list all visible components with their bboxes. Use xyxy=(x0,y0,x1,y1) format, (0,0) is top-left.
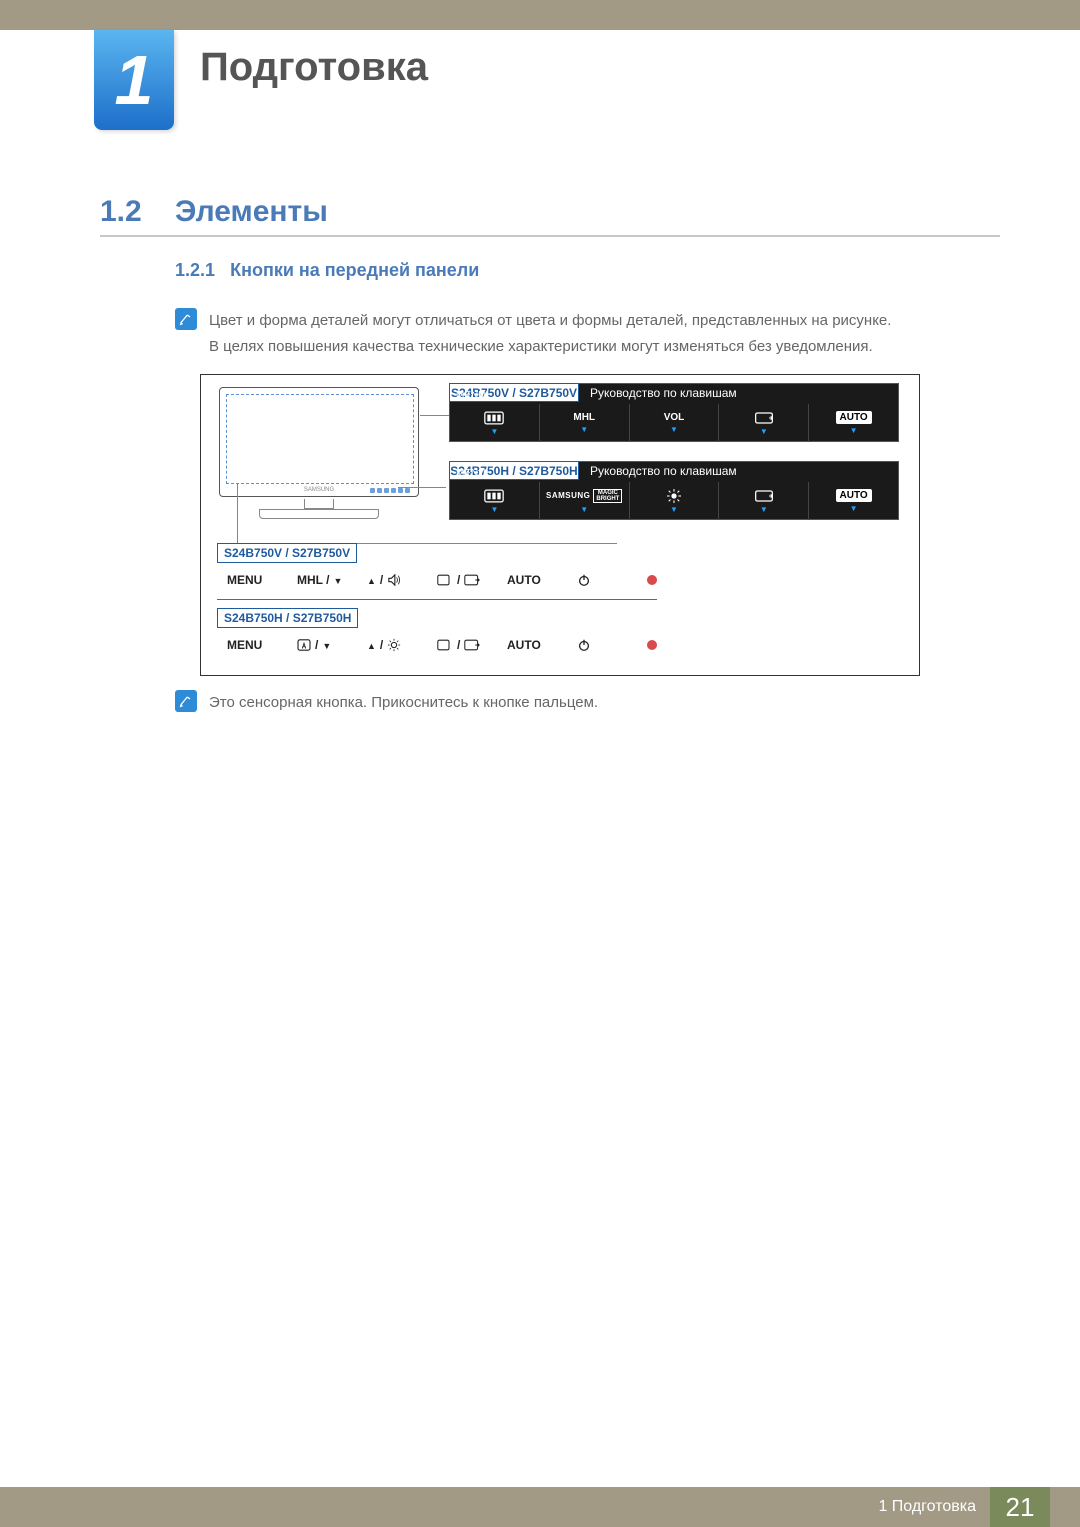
section-number: 1.2 xyxy=(100,195,142,229)
osd-panel-h: S24B750H / S27B750H Руководство по клави… xyxy=(449,461,899,520)
osd-cell-auto: AUTO ▼ xyxy=(809,404,898,442)
btn-led xyxy=(647,575,697,585)
bright-label: BRIGHT xyxy=(596,496,619,502)
section-title: Элементы xyxy=(175,195,328,229)
chapter-badge: 1 xyxy=(94,30,174,130)
note-line-1: Цвет и форма деталей могут отличаться от… xyxy=(209,308,891,334)
osd-guide-label: Руководство по клавишам xyxy=(590,464,737,478)
note-text: Цвет и форма деталей могут отличаться от… xyxy=(209,308,891,359)
btn-up-bright: / xyxy=(367,638,417,652)
osd-cell-source: ▼ xyxy=(719,482,809,520)
button-row-h: MENU / / / AUTO xyxy=(217,634,657,656)
monitor-screen: SAMSUNG xyxy=(219,387,419,497)
divider xyxy=(217,599,657,600)
btn-auto: AUTO xyxy=(507,573,557,587)
monitor-stand xyxy=(259,499,379,521)
monitor-buttons xyxy=(370,488,410,493)
monitor-illustration: SAMSUNG xyxy=(219,387,419,527)
osd-cell-menu: MENU ▼ xyxy=(450,404,540,442)
monitor-logo: SAMSUNG xyxy=(304,487,334,493)
note-2: Это сенсорная кнопка. Прикоснитесь к кно… xyxy=(175,690,1000,716)
section-underline xyxy=(100,235,1000,237)
samsung-label: SAMSUNG xyxy=(546,492,590,500)
monitor-inner xyxy=(226,394,414,484)
chapter-number: 1 xyxy=(115,40,154,120)
btn-menu: MENU xyxy=(227,573,277,587)
note-1: Цвет и форма деталей могут отличаться от… xyxy=(175,308,1000,359)
model-label-v-small: S24B750V / S27B750V xyxy=(217,543,357,563)
note-line-2: В целях повышения качества технические х… xyxy=(209,334,891,360)
magic-label: MAGIC xyxy=(596,490,619,496)
page: 1 Подготовка 1.2 Элементы 1.2.1 Кнопки н… xyxy=(0,0,1080,1527)
btn-source: / xyxy=(437,638,487,652)
osd-cell-menu: MENU ▼ xyxy=(450,482,540,520)
footer-chapter: 1 Подготовка xyxy=(878,1498,976,1516)
note2-text: Это сенсорная кнопка. Прикоснитесь к кно… xyxy=(209,690,598,716)
osd-cell-vol: VOL ▼ xyxy=(630,404,720,442)
note-text: Это сенсорная кнопка. Прикоснитесь к кно… xyxy=(209,690,598,716)
callout-line xyxy=(420,415,450,416)
chapter-title: Подготовка xyxy=(200,45,428,90)
btn-mhl-down: MHL / xyxy=(297,573,347,587)
osd-cell-source: ▼ xyxy=(719,404,809,442)
btn-power xyxy=(577,638,627,652)
menu-label: MENU xyxy=(456,390,485,401)
subsection-heading: 1.2.1 Кнопки на передней панели xyxy=(175,260,479,281)
btn-led xyxy=(647,640,697,650)
button-row-v: MENU MHL / / / AUTO xyxy=(217,569,657,591)
osd-panel-v: S24B750V / S27B750V Руководство по клави… xyxy=(449,383,899,442)
menu-label: MENU xyxy=(456,468,485,479)
diagram: SAMSUNG S24B750V / S27B750V Руководство … xyxy=(200,374,920,676)
btn-magic-down: / xyxy=(297,638,347,652)
note-icon xyxy=(175,308,197,330)
top-bar xyxy=(0,0,1080,30)
callout-line xyxy=(237,483,238,543)
osd-row-h: MENU ▼ SAMSUNG MAGIC BRIGHT ▼ xyxy=(450,482,898,520)
callout-line xyxy=(398,487,446,488)
btn-up-vol: / xyxy=(367,573,417,587)
model-label-h-small: S24B750H / S27B750H xyxy=(217,608,358,628)
osd-cell-magic: SAMSUNG MAGIC BRIGHT ▼ xyxy=(540,482,630,520)
osd-row-v: MENU ▼ MHL ▼ VOL ▼ ▼ AUTO xyxy=(450,404,898,442)
osd-cell-mhl: MHL ▼ xyxy=(540,404,630,442)
note-icon xyxy=(175,690,197,712)
btn-auto: AUTO xyxy=(507,638,557,652)
subsection-number: 1.2.1 xyxy=(175,260,215,280)
osd-cell-auto: AUTO ▼ xyxy=(809,482,898,520)
osd-guide-label: Руководство по клавишам xyxy=(590,386,737,400)
footer: 1 Подготовка 21 xyxy=(0,1487,1080,1527)
subsection-title: Кнопки на передней панели xyxy=(230,260,479,280)
page-number: 21 xyxy=(990,1487,1050,1527)
btn-source: / xyxy=(437,573,487,587)
btn-menu: MENU xyxy=(227,638,277,652)
button-rows: S24B750V / S27B750V MENU MHL / / / AUTO … xyxy=(217,543,657,656)
btn-power xyxy=(577,573,627,587)
osd-cell-brightness: ▼ xyxy=(630,482,720,520)
